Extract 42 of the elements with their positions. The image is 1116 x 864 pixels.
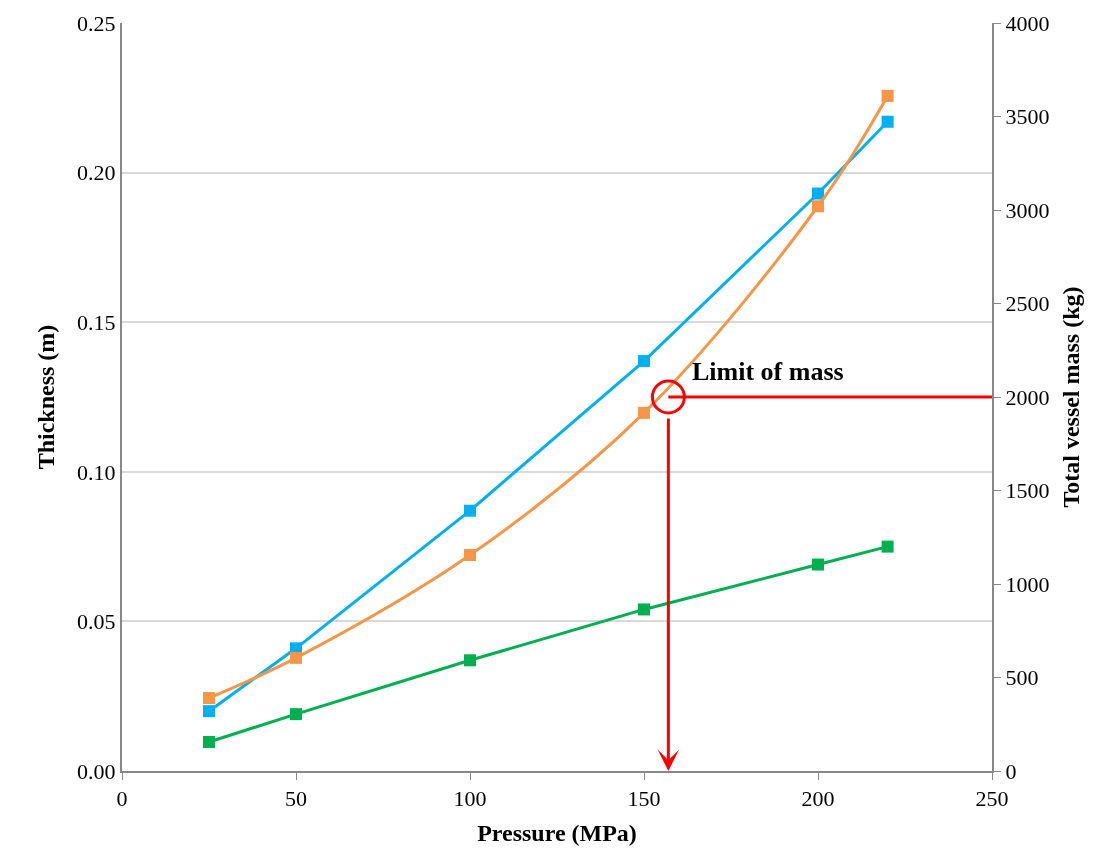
point [203,735,215,748]
point [638,603,650,616]
point [812,187,824,200]
y-tick-label: 0.15 [77,309,116,335]
point [812,200,824,213]
y2-tick-label: 1500 [1005,478,1050,504]
point [881,115,894,128]
y-tick-label: 0.05 [77,609,116,635]
x-tick-label: 0 [116,786,128,812]
y2-tick-label: 2500 [1005,291,1050,317]
point [290,708,302,721]
y-tick-label: 0.00 [77,758,116,784]
point [638,406,650,419]
x-tick-label: 150 [627,786,661,812]
x-tick-label: 200 [801,786,835,812]
point [464,654,476,667]
point [881,540,894,553]
point [290,651,302,664]
point [638,355,650,368]
x-tick-label: 50 [285,786,307,812]
point [203,705,215,718]
point [812,558,824,571]
x-tick-label: 250 [975,786,1009,812]
y-axis-title: Thickness (m) [32,324,59,470]
y2-tick-label: 2000 [1005,384,1050,410]
point [881,89,894,102]
x-axis-title: Pressure (MPa) [477,820,637,847]
y2-tick-label: 3000 [1005,197,1050,223]
point [203,692,215,705]
point [464,549,476,562]
y-tick-label: 0.20 [77,160,116,186]
y2-axis-title: Total vessel mass (kg) [1058,286,1085,508]
ref-line-label: Limit of mass [692,357,844,386]
y2-tick-label: 500 [1005,665,1039,691]
y2-tick-label: 1000 [1005,571,1050,597]
y-tick-label: 0.25 [77,10,116,36]
point [464,504,476,517]
x-tick-label: 100 [453,786,487,812]
y2-tick-label: 4000 [1005,10,1050,36]
y2-tick-label: 3500 [1005,104,1050,130]
y-tick-label: 0.10 [77,459,116,485]
y2-tick-label: 0 [1005,758,1017,784]
